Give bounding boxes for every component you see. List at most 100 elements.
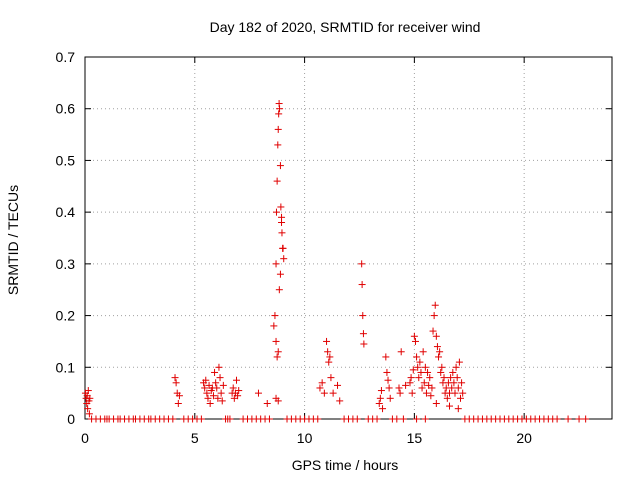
data-point bbox=[216, 374, 224, 382]
data-point bbox=[272, 337, 280, 345]
data-point bbox=[450, 379, 458, 387]
data-point bbox=[276, 105, 284, 113]
data-point bbox=[320, 389, 328, 397]
data-point bbox=[373, 415, 381, 423]
data-point bbox=[430, 312, 438, 320]
data-point bbox=[375, 399, 383, 407]
data-point bbox=[272, 260, 280, 268]
data-point bbox=[175, 392, 183, 400]
data-point bbox=[273, 177, 281, 185]
data-point bbox=[358, 281, 366, 289]
y-tick-label: 0.3 bbox=[56, 256, 76, 272]
data-point bbox=[204, 394, 212, 402]
data-point bbox=[359, 312, 367, 320]
data-point bbox=[314, 415, 322, 423]
data-point bbox=[426, 374, 434, 382]
data-point bbox=[458, 379, 466, 387]
data-point bbox=[334, 381, 342, 389]
data-point bbox=[575, 415, 583, 423]
data-point bbox=[274, 397, 282, 405]
data-point bbox=[453, 374, 461, 382]
data-point bbox=[212, 379, 220, 387]
data-point bbox=[233, 376, 241, 384]
data-point bbox=[414, 363, 422, 371]
data-point bbox=[316, 384, 324, 392]
data-point bbox=[265, 415, 273, 423]
data-point bbox=[277, 203, 285, 211]
data-point bbox=[422, 389, 430, 397]
data-point bbox=[384, 376, 392, 384]
plot-frame bbox=[84, 56, 613, 420]
data-point bbox=[451, 389, 459, 397]
data-point bbox=[276, 162, 284, 170]
data-point bbox=[263, 399, 271, 407]
data-point bbox=[564, 415, 572, 423]
data-point bbox=[424, 368, 432, 376]
y-tick-label: 0.4 bbox=[56, 204, 76, 220]
data-point bbox=[219, 381, 227, 389]
data-point bbox=[447, 374, 455, 382]
data-point bbox=[428, 384, 436, 392]
data-point bbox=[407, 374, 415, 382]
data-point bbox=[327, 374, 335, 382]
axis-ticks: 0 0.1 0.2 0.3 0.4 0.5 0.6 0.7 0 5 10 15 20 bbox=[56, 49, 612, 446]
data-point bbox=[202, 376, 210, 384]
data-point bbox=[254, 389, 262, 397]
data-point bbox=[431, 301, 439, 309]
data-point bbox=[203, 389, 211, 397]
data-point bbox=[454, 405, 462, 413]
data-point bbox=[235, 387, 243, 395]
data-point bbox=[275, 286, 283, 294]
data-point bbox=[396, 389, 404, 397]
data-point bbox=[274, 141, 282, 149]
data-point bbox=[553, 415, 561, 423]
data-point bbox=[415, 374, 423, 382]
data-point bbox=[379, 405, 387, 413]
data-point bbox=[421, 363, 429, 371]
data-point bbox=[443, 394, 451, 402]
data-point bbox=[377, 387, 385, 395]
data-point bbox=[172, 379, 180, 387]
data-point bbox=[432, 399, 440, 407]
data-point bbox=[329, 389, 337, 397]
data-point bbox=[358, 260, 366, 268]
data-point bbox=[214, 394, 222, 402]
data-point bbox=[217, 389, 225, 397]
data-point bbox=[353, 415, 361, 423]
data-point bbox=[402, 381, 410, 389]
data-point bbox=[326, 353, 334, 361]
data-point bbox=[270, 322, 278, 330]
data-point bbox=[383, 368, 391, 376]
data-point bbox=[274, 125, 282, 133]
data-point bbox=[432, 332, 440, 340]
grid bbox=[85, 57, 612, 419]
y-tick-label: 0.6 bbox=[56, 101, 76, 117]
x-tick-label: 5 bbox=[191, 430, 199, 446]
data-point bbox=[197, 415, 205, 423]
data-point bbox=[413, 353, 421, 361]
data-point bbox=[171, 374, 179, 382]
x-tick-label: 10 bbox=[297, 430, 313, 446]
y-axis-label: SRMTID / TECUs bbox=[5, 185, 21, 295]
data-point bbox=[429, 327, 437, 335]
data-point bbox=[272, 208, 280, 216]
data-point bbox=[395, 384, 403, 392]
data-point bbox=[359, 330, 367, 338]
y-tick-label: 0 bbox=[67, 411, 75, 427]
data-point bbox=[275, 110, 283, 118]
x-tick-label: 20 bbox=[516, 430, 532, 446]
data-point bbox=[226, 415, 234, 423]
data-point bbox=[360, 340, 368, 348]
data-point bbox=[206, 399, 214, 407]
data-point bbox=[437, 368, 445, 376]
data-point bbox=[280, 255, 288, 263]
data-point bbox=[413, 415, 421, 423]
data-point bbox=[174, 399, 182, 407]
data-point bbox=[397, 348, 405, 356]
data-point bbox=[273, 353, 281, 361]
data-point bbox=[427, 392, 435, 400]
data-point bbox=[274, 348, 282, 356]
data-point bbox=[455, 358, 463, 366]
y-tick-label: 0.5 bbox=[56, 152, 76, 168]
data-point bbox=[376, 394, 384, 402]
